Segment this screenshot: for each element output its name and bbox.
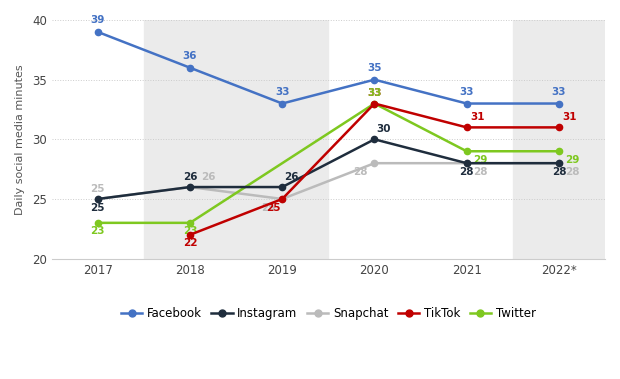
Snapchat (371, 161, 378, 166)
Text: 25: 25 (266, 202, 280, 213)
Text: 26: 26 (284, 172, 299, 182)
Line: Instagram: Instagram (95, 136, 562, 202)
Text: 23: 23 (91, 226, 105, 236)
Text: 33: 33 (552, 87, 566, 97)
Facebook (94, 30, 102, 34)
Text: 30: 30 (376, 124, 391, 134)
Twitter (371, 101, 378, 106)
Instagram (186, 185, 193, 190)
TikTok (186, 232, 193, 237)
Text: 25: 25 (91, 202, 105, 213)
Snapchat (94, 197, 102, 201)
Text: 22: 22 (183, 238, 197, 248)
Text: 29: 29 (565, 155, 580, 165)
Snapchat (186, 185, 193, 190)
Text: 31: 31 (563, 112, 577, 122)
Text: 33: 33 (367, 88, 382, 98)
Twitter (186, 221, 193, 225)
Text: 35: 35 (367, 63, 382, 73)
Line: Twitter: Twitter (95, 100, 562, 226)
Text: 39: 39 (91, 16, 105, 25)
Snapchat (278, 197, 286, 201)
Line: TikTok: TikTok (187, 100, 562, 238)
TikTok (278, 197, 286, 201)
Twitter (463, 149, 471, 153)
Facebook (463, 101, 471, 106)
Y-axis label: Daily social media minutes: Daily social media minutes (15, 64, 25, 215)
Instagram (371, 137, 378, 142)
Instagram (278, 185, 286, 190)
Text: 28: 28 (473, 167, 488, 177)
Text: 28: 28 (565, 167, 580, 177)
Text: 25: 25 (91, 183, 105, 194)
Text: 33: 33 (275, 87, 290, 97)
Facebook (278, 101, 286, 106)
Text: 28: 28 (552, 167, 566, 177)
Text: 31: 31 (471, 112, 485, 122)
Text: 25: 25 (261, 202, 276, 213)
Text: 28: 28 (353, 167, 368, 177)
TikTok (371, 101, 378, 106)
Legend: Facebook, Instagram, Snapchat, TikTok, Twitter: Facebook, Instagram, Snapchat, TikTok, T… (116, 303, 541, 325)
Text: 26: 26 (202, 172, 216, 182)
Line: Facebook: Facebook (95, 29, 562, 106)
Bar (144, 20, 329, 258)
Snapchat (463, 161, 471, 166)
Text: 33: 33 (367, 88, 382, 98)
Facebook (555, 101, 562, 106)
Facebook (186, 66, 193, 70)
Twitter (555, 149, 562, 153)
Text: 28: 28 (459, 167, 474, 177)
Text: 29: 29 (473, 155, 488, 165)
Instagram (555, 161, 562, 166)
TikTok (555, 125, 562, 130)
Text: 26: 26 (183, 172, 197, 182)
Instagram (463, 161, 471, 166)
TikTok (463, 125, 471, 130)
Bar (513, 20, 605, 258)
Line: Snapchat: Snapchat (95, 160, 562, 202)
Instagram (94, 197, 102, 201)
Twitter (94, 221, 102, 225)
Text: 23: 23 (183, 226, 197, 236)
Text: 33: 33 (459, 87, 474, 97)
Snapchat (555, 161, 562, 166)
Text: 36: 36 (183, 51, 197, 61)
Facebook (371, 77, 378, 82)
